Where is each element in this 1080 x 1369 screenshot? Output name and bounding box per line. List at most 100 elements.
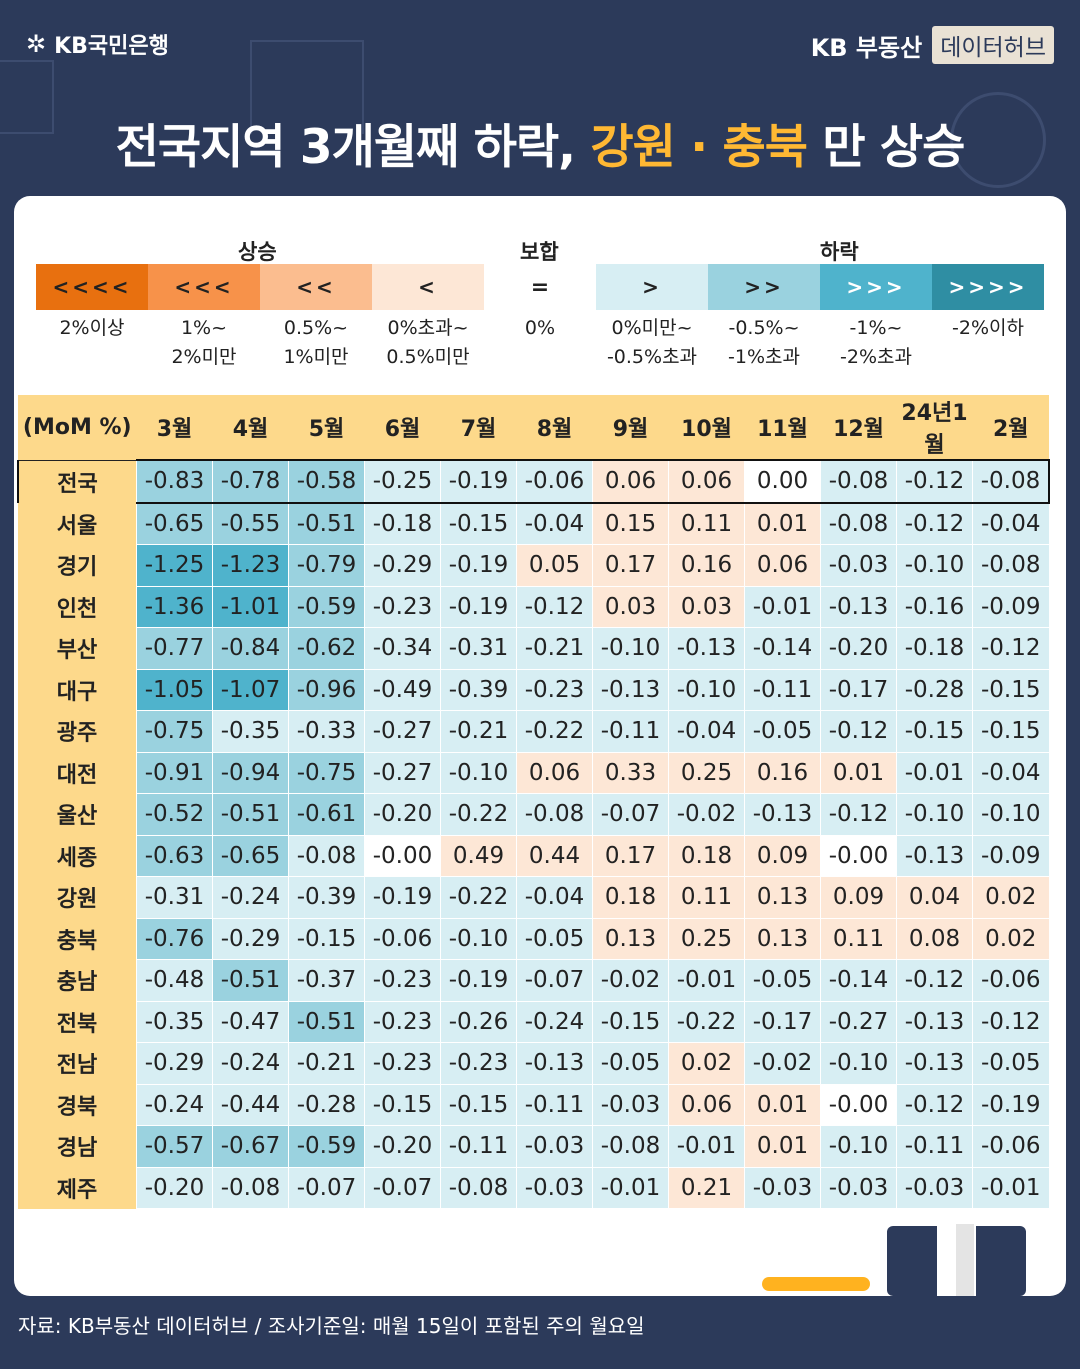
value-cell: -0.19 (440, 959, 517, 1002)
value-cell: 0.16 (744, 751, 821, 794)
value-cell: -0.11 (440, 1125, 517, 1168)
legend-label-line1: 1%~ (180, 317, 228, 339)
value-cell: -1.23 (212, 544, 289, 587)
value-cell: -0.13 (744, 793, 821, 836)
value-cell: -0.12 (896, 1083, 973, 1126)
value-cell: 0.17 (592, 544, 669, 587)
value-cell: -0.15 (440, 502, 517, 545)
value-cell: 0.44 (516, 834, 593, 877)
value-cell: 0.49 (440, 834, 517, 877)
value-cell: -0.01 (668, 959, 745, 1002)
region-label: 전국 (17, 460, 137, 503)
value-cell: -0.31 (136, 876, 213, 919)
value-cell: -1.01 (212, 585, 289, 628)
data-hub-badge: 데이터허브 (932, 26, 1054, 64)
value-cell: -0.04 (668, 710, 745, 753)
legend-label: 0%초과~ 0.5%미만 (372, 314, 484, 372)
table-row: 전국 -0.83 -0.78 -0.58 -0.25 -0.19 -0.06 0.06 0.06… (17, 459, 1050, 504)
value-cell: -0.10 (668, 668, 745, 711)
legend-swatch: = (484, 264, 596, 310)
legend-label-line2: -0.5%초과 (606, 346, 698, 368)
table-row: 인천 -1.36 -1.01 -0.59 -0.23 -0.19 -0.12 0.03 0.03… (18, 585, 1050, 628)
value-cell: -1.36 (136, 585, 213, 628)
value-cell: -0.11 (516, 1083, 593, 1126)
value-cell: -0.19 (364, 876, 441, 919)
table-row: 광주 -0.75 -0.35 -0.33 -0.27 -0.21 -0.22 -0.11 -0.… (18, 710, 1050, 753)
value-cell: -0.12 (972, 627, 1050, 670)
region-label: 경북 (18, 1084, 137, 1126)
magnifier-illustration (950, 92, 1046, 188)
value-cell: 0.01 (744, 502, 821, 545)
legend-label: -1%~ -2%초과 (820, 314, 932, 372)
value-cell: -0.76 (136, 917, 213, 960)
value-cell: 0.11 (820, 917, 897, 960)
region-label: 전북 (18, 1001, 137, 1043)
value-cell: -0.15 (440, 1083, 517, 1126)
value-cell: -0.23 (364, 1042, 441, 1085)
legend-label-line2: 1%미만 (283, 346, 349, 368)
legend-swatch: << (260, 264, 372, 310)
region-label: 제주 (18, 1167, 137, 1209)
value-cell: -0.13 (592, 668, 669, 711)
value-cell: -0.77 (136, 627, 213, 670)
value-cell: -0.21 (288, 1042, 365, 1085)
value-cell: -0.20 (136, 1166, 213, 1209)
navy-block-left (887, 1226, 937, 1296)
value-cell: -0.19 (440, 585, 517, 628)
building-illustration (250, 40, 364, 134)
value-cell: -0.29 (136, 1042, 213, 1085)
column-header: 11월 (744, 395, 821, 461)
legend-swatch: > (596, 264, 708, 310)
value-cell: -0.35 (136, 1000, 213, 1043)
legend-label: -2%이하 (932, 314, 1044, 372)
value-cell: 0.13 (592, 917, 669, 960)
value-cell: -0.10 (820, 1042, 897, 1085)
value-cell: 0.11 (668, 876, 745, 919)
region-label: 부산 (18, 627, 137, 669)
value-cell: 0.03 (668, 585, 745, 628)
value-cell: -0.19 (972, 1083, 1050, 1126)
column-header: 5월 (288, 395, 365, 461)
value-cell: -0.21 (440, 710, 517, 753)
table-row: 대구 -1.05 -1.07 -0.96 -0.49 -0.39 -0.23 -0.13 -0.… (18, 668, 1050, 711)
legend-label-line1: 0%초과~ (387, 317, 469, 339)
page-title: 전국지역 3개월째 하락, 강원 · 충북 만 상승 (0, 108, 1080, 177)
value-cell: -0.79 (288, 544, 365, 587)
value-cell: -0.12 (820, 710, 897, 753)
value-cell: -0.34 (364, 627, 441, 670)
value-cell: -0.75 (288, 751, 365, 794)
value-cell: -0.23 (364, 585, 441, 628)
column-header: 24년1월 (896, 395, 973, 461)
kb-bank-name: KB국민은행 (54, 34, 169, 59)
value-cell: -0.96 (288, 668, 365, 711)
value-cell: -0.19 (440, 459, 517, 504)
legend-swatch: >>> (820, 264, 932, 310)
value-cell: -0.15 (288, 917, 365, 960)
value-cell: -0.22 (440, 793, 517, 836)
value-cell: 0.03 (592, 585, 669, 628)
value-cell: -0.58 (288, 459, 365, 504)
column-header: 6월 (364, 395, 441, 461)
value-cell: -0.04 (972, 751, 1050, 794)
value-cell: -0.91 (136, 751, 213, 794)
value-cell: -0.65 (212, 834, 289, 877)
kb-realestate-name: KB 부동산 (810, 33, 923, 62)
value-cell: -0.35 (212, 710, 289, 753)
legend-label-line2: -2%초과 (840, 346, 912, 368)
table-row: 제주 -0.20 -0.08 -0.07 -0.07 -0.08 -0.03 -0.01 0.2… (18, 1166, 1050, 1209)
value-cell: -0.10 (592, 627, 669, 670)
legend-header-down: 하락 (820, 240, 859, 264)
value-cell: -0.03 (896, 1166, 973, 1209)
value-cell: -0.39 (288, 876, 365, 919)
legend-label-line1: -1%~ (849, 317, 903, 339)
value-cell: -0.28 (288, 1083, 365, 1126)
value-cell: 0.00 (744, 459, 821, 504)
table-row: 전북 -0.35 -0.47 -0.51 -0.23 -0.26 -0.24 -0.15 -0.… (18, 1000, 1050, 1043)
value-cell: -0.13 (896, 834, 973, 877)
value-cell: 0.18 (668, 834, 745, 877)
value-cell: -0.17 (820, 668, 897, 711)
value-cell: -0.23 (364, 959, 441, 1002)
column-header: 4월 (212, 395, 289, 461)
value-cell: -0.52 (136, 793, 213, 836)
value-cell: -0.06 (516, 459, 593, 504)
